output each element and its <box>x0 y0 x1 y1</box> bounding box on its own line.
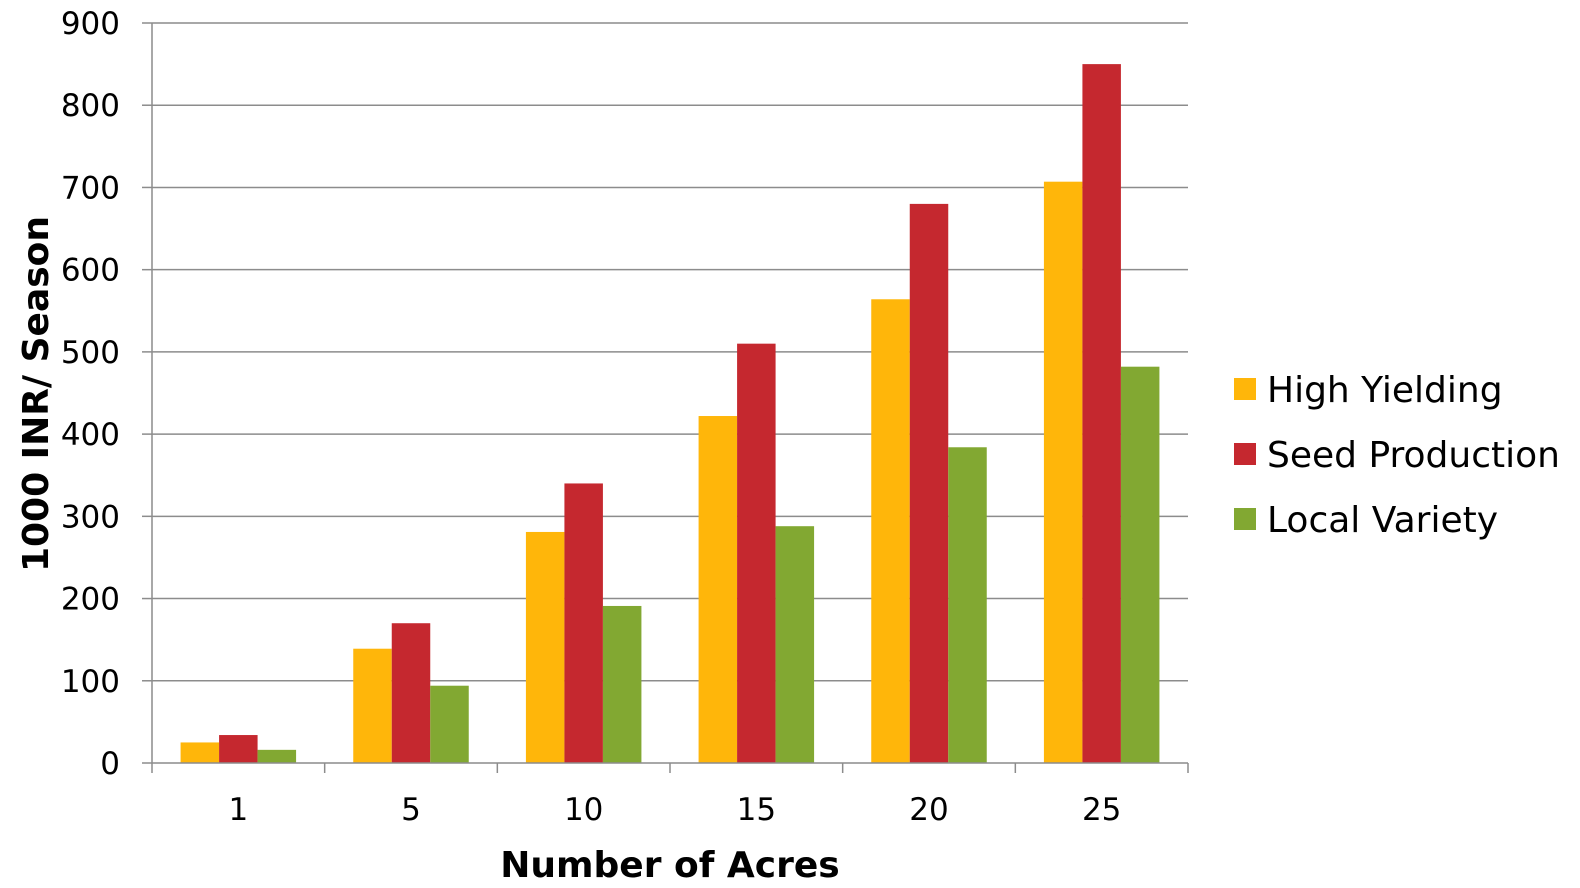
legend-swatch <box>1234 508 1256 530</box>
x-tick-label: 20 <box>909 792 948 828</box>
y-tick-label: 500 <box>61 335 120 371</box>
legend: High Yielding Seed Production Local Variet… <box>1234 370 1560 541</box>
y-tick-labels: 0 100 200 300 400 500 600 700 800 900 <box>61 6 120 782</box>
bar <box>775 526 815 763</box>
bar <box>525 531 565 763</box>
x-tick-label: 15 <box>737 792 776 828</box>
bar <box>1082 64 1121 764</box>
bar <box>871 299 910 763</box>
y-tick-label: 0 <box>100 746 120 782</box>
x-tick-label: 10 <box>564 792 603 828</box>
legend-swatch <box>1234 378 1256 400</box>
y-tick-label: 300 <box>61 499 120 535</box>
x-tick-labels: 1 5 10 15 20 25 <box>228 792 1121 828</box>
x-tick-label: 5 <box>401 792 421 828</box>
x-tick-label: 1 <box>228 792 248 828</box>
bar <box>564 483 603 763</box>
bar <box>353 648 392 763</box>
bars <box>180 64 1160 764</box>
x-axis-title: Number of Acres <box>500 845 839 886</box>
bar <box>948 447 987 763</box>
axes <box>142 22 1189 773</box>
y-tick-label: 200 <box>61 582 120 618</box>
bar <box>257 749 297 763</box>
bar <box>737 343 776 763</box>
y-tick-label: 600 <box>61 253 120 289</box>
legend-swatch <box>1234 443 1256 465</box>
y-axis-title: 1000 INR/ Season <box>16 216 57 572</box>
bar <box>698 416 738 763</box>
bar <box>180 742 220 763</box>
bar <box>1043 181 1083 763</box>
y-tick-label: 400 <box>61 417 120 453</box>
legend-label: Local Variety <box>1267 500 1498 541</box>
bar <box>909 203 949 763</box>
y-tick-label: 700 <box>61 170 120 206</box>
bar <box>391 623 431 763</box>
legend-label: High Yielding <box>1267 370 1503 411</box>
bar <box>602 605 642 763</box>
bar <box>1120 366 1160 763</box>
bar <box>430 685 469 763</box>
bar <box>219 735 258 763</box>
y-tick-label: 100 <box>61 664 120 700</box>
x-tick-label: 25 <box>1082 792 1121 828</box>
gridlines <box>152 22 1188 682</box>
y-tick-label: 800 <box>61 88 120 124</box>
legend-label: Seed Production <box>1267 435 1560 476</box>
y-tick-label: 900 <box>61 6 120 42</box>
